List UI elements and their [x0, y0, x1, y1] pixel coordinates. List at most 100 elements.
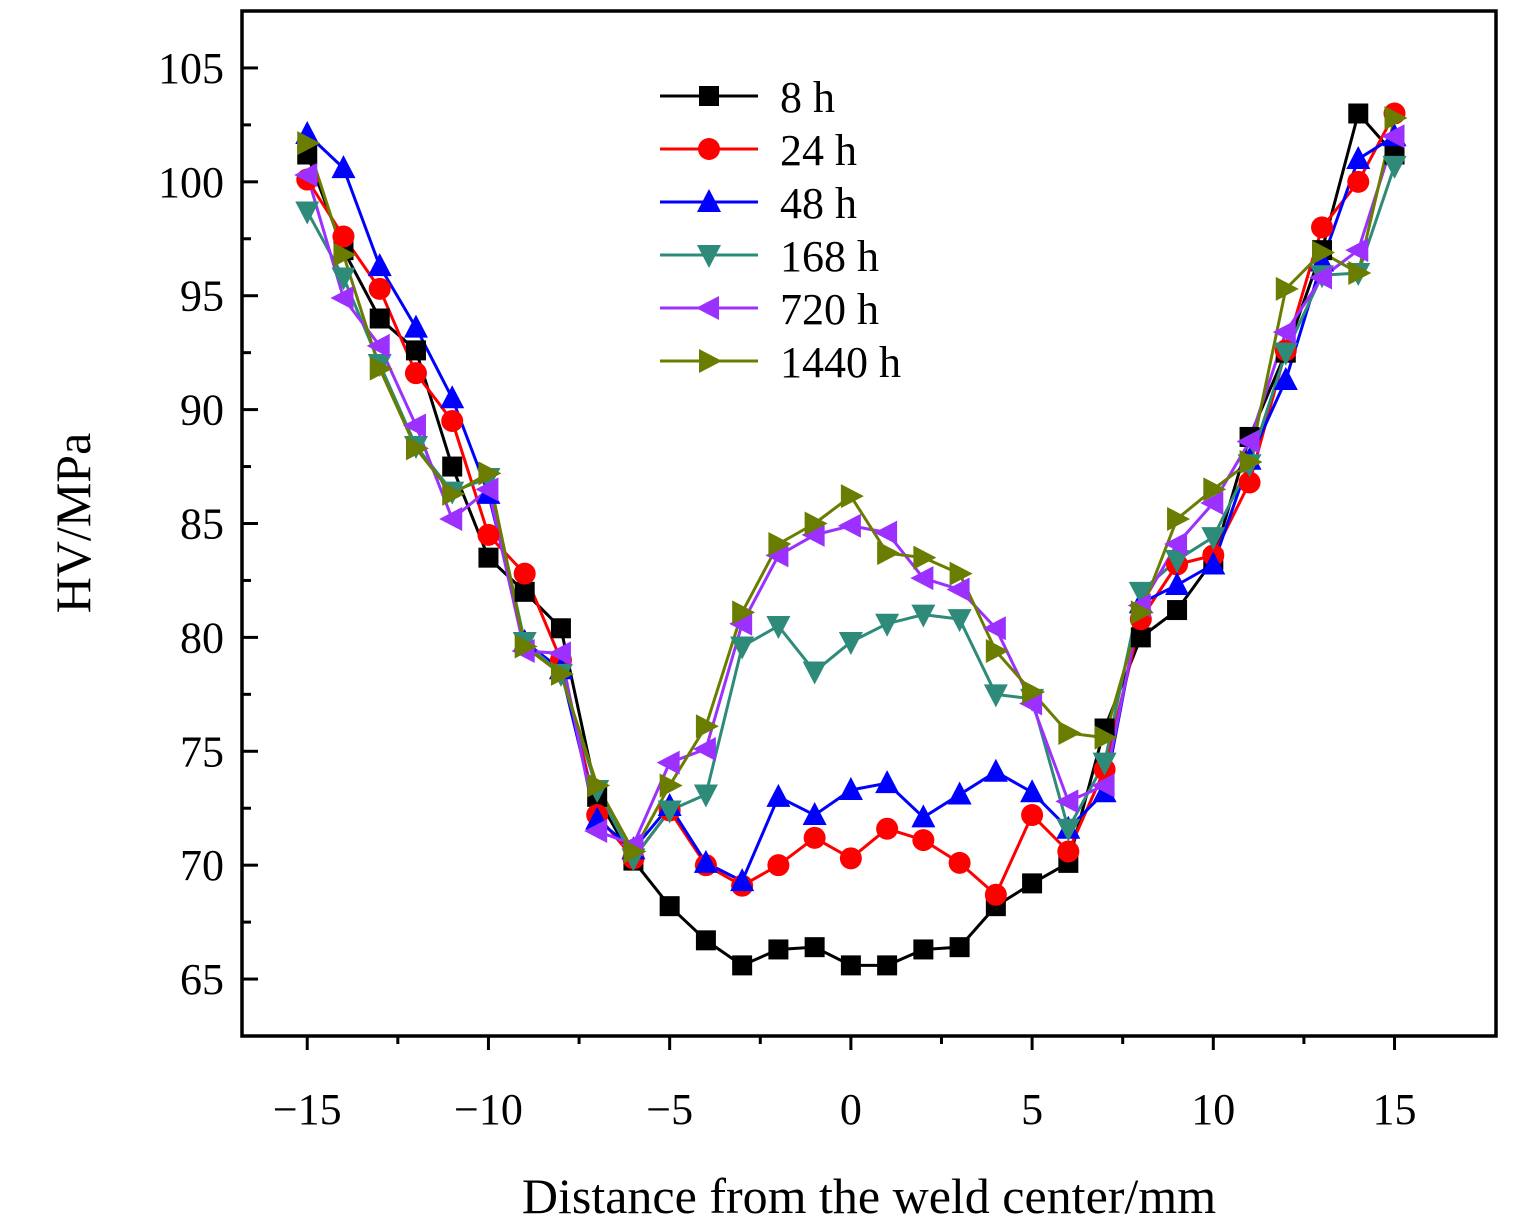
data-point-1440h: [1275, 276, 1299, 301]
data-point-168h: [1273, 342, 1298, 366]
data-point-1440h: [333, 242, 357, 267]
data-point-24h: [332, 225, 355, 248]
data-point-8h: [804, 937, 825, 958]
y-tick-label: 85: [180, 500, 224, 549]
data-point-720h: [1019, 691, 1043, 716]
data-point-8h: [1130, 627, 1151, 648]
data-point-168h: [875, 613, 900, 637]
data-point-720h: [1091, 773, 1115, 798]
data-point-24h: [876, 817, 899, 840]
data-point-1440h: [1348, 260, 1372, 285]
data-point-24h: [1057, 840, 1080, 863]
data-point-168h: [295, 201, 320, 225]
data-point-8h: [840, 955, 861, 976]
data-point-720h: [692, 737, 716, 761]
data-point-24h: [948, 851, 971, 874]
data-point-1440h: [623, 839, 647, 864]
data-point-720h: [656, 750, 680, 775]
data-point-720h: [982, 616, 1006, 641]
data-point-720h: [765, 543, 789, 568]
data-point-720h: [1055, 789, 1079, 814]
legend-label-8h: 8 h: [780, 73, 835, 122]
x-axis-title: Distance from the weld center/mm: [522, 1168, 1216, 1224]
data-point-24h: [368, 277, 391, 300]
data-point-720h: [729, 611, 753, 636]
axis-ticks: −15 −10 −5 0 5 10 15 65 70 75 80 85 90 95 100 105: [158, 44, 1417, 1134]
data-point-1440h: [695, 714, 719, 739]
data-point-8h: [949, 937, 970, 958]
data-point-168h: [1382, 155, 1407, 179]
data-point-1440h: [587, 773, 611, 798]
data-point-720h: [402, 413, 426, 438]
y-tick-label: 100: [158, 158, 224, 207]
legend-label-24h: 24 h: [780, 126, 857, 175]
data-point-48h: [875, 770, 900, 794]
legend-marker-1440h: [699, 349, 722, 373]
data-point-720h: [439, 506, 463, 531]
x-tick-label: −5: [646, 1085, 693, 1134]
data-point-8h: [442, 456, 463, 477]
data-point-48h: [766, 783, 791, 807]
data-point-48h: [983, 758, 1008, 782]
data-point-1440h: [913, 545, 937, 570]
data-point-168h: [693, 784, 718, 808]
data-point-1440h: [659, 773, 683, 798]
data-point-48h: [331, 155, 356, 179]
data-point-24h: [912, 829, 935, 852]
data-point-168h: [1092, 752, 1117, 776]
data-point-1440h: [478, 461, 502, 486]
data-point-1440h: [804, 511, 828, 536]
data-point-168h: [983, 684, 1008, 708]
data-point-48h: [693, 849, 718, 873]
data-point-720h: [1381, 124, 1405, 149]
y-tick-label: 65: [180, 955, 224, 1004]
data-point-168h: [331, 267, 356, 291]
x-tick-label: 15: [1373, 1085, 1417, 1134]
data-point-1440h: [297, 131, 321, 156]
y-tick-label: 70: [180, 841, 224, 890]
data-point-1440h: [1022, 680, 1046, 705]
data-point-1440h: [768, 532, 792, 556]
data-point-720h: [366, 333, 390, 358]
data-point-48h: [911, 804, 936, 828]
data-point-1440h: [949, 561, 973, 586]
data-point-720h: [910, 566, 934, 591]
data-point-168h: [947, 609, 972, 633]
data-point-48h: [838, 777, 863, 800]
data-point-168h: [1165, 549, 1190, 573]
data-point-8h: [659, 896, 680, 917]
data-point-720h: [801, 522, 825, 547]
data-point-168h: [766, 616, 791, 639]
y-tick-label: 95: [180, 272, 224, 321]
data-point-24h: [839, 847, 862, 870]
legend-label-720h: 720 h: [780, 285, 879, 334]
data-point-1440h: [550, 661, 574, 686]
data-point-24h: [803, 826, 826, 849]
data-point-720h: [294, 163, 318, 187]
data-point-720h: [1236, 429, 1260, 454]
legend-marker-168h: [697, 245, 721, 268]
data-point-720h: [547, 641, 571, 666]
data-point-720h: [837, 513, 861, 538]
data-point-1440h: [1058, 721, 1082, 746]
data-point-24h: [1347, 170, 1370, 193]
data-point-8h: [369, 308, 390, 329]
data-point-24h: [477, 523, 500, 546]
data-point-720h: [874, 520, 898, 545]
data-point-8h: [550, 618, 571, 639]
data-point-1440h: [732, 600, 756, 625]
y-tick-label: 75: [180, 727, 224, 776]
data-point-720h: [330, 286, 354, 310]
x-tick-label: 0: [840, 1085, 862, 1134]
x-tick-label: 5: [1021, 1085, 1043, 1134]
data-point-720h: [1345, 238, 1369, 263]
data-point-24h: [404, 362, 427, 385]
data-point-720h: [1200, 491, 1224, 515]
legend-label-168h: 168 h: [780, 232, 879, 281]
data-point-48h: [802, 802, 827, 826]
data-point-720h: [946, 577, 970, 602]
data-point-1440h: [840, 484, 864, 509]
legend-marker-24h: [698, 138, 720, 160]
data-point-1440h: [985, 639, 1009, 664]
